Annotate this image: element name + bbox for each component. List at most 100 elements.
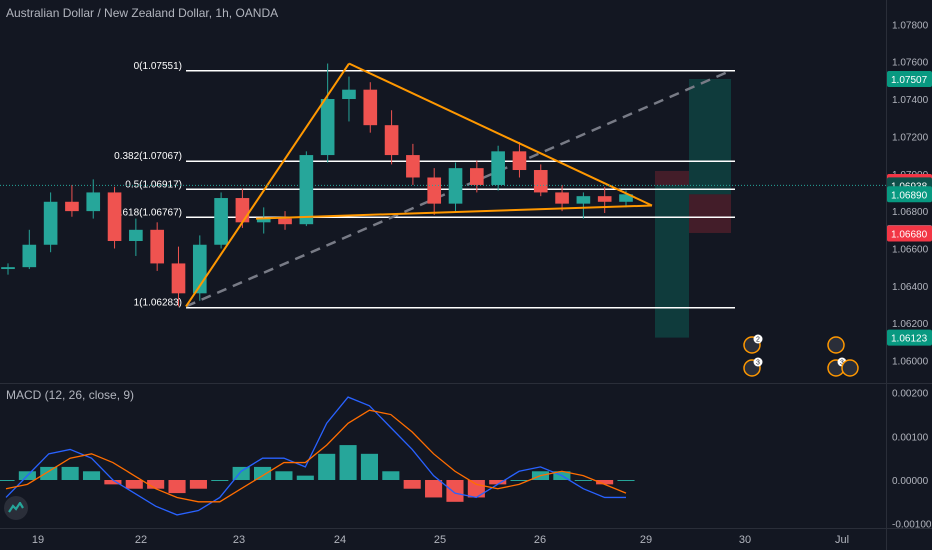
- price-axis-tick-3: 1.07200: [892, 132, 929, 143]
- candle-body: [107, 192, 122, 242]
- candle-body: [256, 218, 271, 223]
- candle-body: [363, 89, 378, 126]
- candle-body: [43, 201, 58, 245]
- candle-18: [384, 110, 399, 165]
- macd-histogram-bar-29: [617, 480, 635, 481]
- price-axis-tick-7: 1.06400: [892, 282, 929, 293]
- time-axis-tick-1: 22: [135, 534, 147, 546]
- time-axis-tick-0: 19: [32, 534, 44, 546]
- time-axis-tick-6: 29: [640, 534, 652, 546]
- support-trend-line: [255, 204, 653, 220]
- candle-body: [576, 196, 591, 204]
- candle-body: [533, 170, 548, 193]
- macd-histogram-bar-3: [61, 466, 79, 480]
- candle-3: [65, 184, 79, 217]
- price-label-3: 1.06890: [891, 190, 928, 201]
- candle-body: [214, 198, 228, 245]
- candle-27: [576, 192, 591, 219]
- price-label-5: 1.06680: [891, 230, 928, 241]
- candle-body: [171, 263, 186, 294]
- event-count-0: 2: [756, 337, 760, 344]
- candle-26: [555, 184, 569, 212]
- candle-body: [448, 168, 463, 204]
- price-axis-tick-6: 1.06600: [892, 244, 929, 255]
- macd-histogram-bar-20: [425, 480, 443, 498]
- candle-body: [512, 151, 527, 171]
- macd-histogram-bar-14: [296, 475, 314, 480]
- event-badge-0: 2: [743, 334, 763, 354]
- event-badge-1: 3: [743, 357, 763, 377]
- candle-6: [129, 218, 143, 256]
- candle-body: [235, 198, 250, 223]
- fib-level-label-2: 0.5(1.06917): [125, 179, 182, 190]
- long-stop-zone: [689, 194, 731, 233]
- candle-25: [533, 164, 548, 197]
- macd-histogram-bar-6: [125, 480, 143, 489]
- time-axis-tick-7: 30: [739, 534, 751, 546]
- candle-14: [299, 151, 314, 227]
- macd-histogram-bar-9: [189, 480, 207, 489]
- price-label-bg-3: [887, 186, 932, 203]
- price-label-bg-0: [887, 71, 932, 88]
- symbol-title: Australian Dollar / New Zealand Dollar, …: [6, 6, 279, 20]
- event-count-bg: [753, 357, 763, 367]
- macd-histogram-bar-2: [40, 466, 58, 480]
- time-axis-tick-4: 25: [434, 534, 446, 546]
- candle-body: [619, 194, 633, 202]
- macd-histogram-bar-22: [467, 480, 485, 498]
- macd-line: [5, 396, 626, 516]
- macd-axis-tick-0: 0.00200: [892, 389, 929, 400]
- macd-histogram-bar-23: [489, 480, 507, 485]
- short-stop-zone: [655, 170, 689, 186]
- candle-28: [597, 186, 612, 213]
- candle-17: [363, 82, 378, 133]
- price-axis-tick-8: 1.06200: [892, 319, 929, 330]
- macd-histogram-bar-7: [147, 480, 165, 489]
- macd-histogram-bar-18: [382, 471, 400, 480]
- candle-body: [1, 267, 15, 270]
- event-badge-extra-1: [841, 359, 859, 377]
- candle-13: [278, 211, 292, 230]
- macd-histogram-bar-13: [275, 471, 293, 480]
- price-label-6: 1.06123: [891, 334, 928, 345]
- event-badge-extra-0: [827, 336, 845, 354]
- candle-body: [150, 229, 164, 264]
- macd-histogram-bar-4: [82, 471, 101, 480]
- candle-10: [214, 192, 228, 249]
- short-target-zone: [655, 185, 689, 338]
- macd-indicator-title[interactable]: MACD (12, 26, close, 9): [6, 388, 135, 402]
- descending-trend-line: [348, 62, 653, 207]
- macd-axis-tick-3: -0.00100: [892, 520, 932, 531]
- macd-histogram-bar-17: [360, 453, 378, 480]
- candle-body: [86, 192, 101, 212]
- price-axis-tick-5: 1.06800: [892, 207, 929, 218]
- price-label-bg-5: [887, 225, 932, 242]
- long-target-zone: [689, 79, 731, 195]
- candle-7: [150, 222, 164, 271]
- candle-body: [470, 168, 484, 185]
- time-axis-tick-2: 23: [233, 534, 245, 546]
- candle-1: [22, 229, 37, 270]
- candle-body: [597, 196, 612, 202]
- macd-histogram-bar-5: [104, 480, 122, 485]
- time-axis-tick-3: 24: [334, 534, 346, 546]
- candle-8: [171, 246, 186, 307]
- price-axis-tick-0: 1.07800: [892, 20, 929, 31]
- candle-19: [406, 143, 420, 185]
- candle-21: [448, 162, 463, 212]
- fib-level-label-3: 0.618(1.06767): [114, 207, 182, 218]
- tradingview-logo-icon[interactable]: [4, 496, 28, 520]
- macd-histogram-bar-8: [168, 480, 186, 494]
- candle-body: [384, 125, 399, 156]
- price-label-0: 1.07507: [891, 75, 928, 86]
- signal-line: [5, 409, 627, 503]
- time-axis-tick-8: Jul: [835, 534, 849, 546]
- candle-5: [107, 186, 122, 249]
- candle-body: [555, 192, 569, 204]
- event-icon: [827, 336, 845, 354]
- price-axis-tick-2: 1.07400: [892, 95, 929, 106]
- candle-22: [470, 160, 484, 193]
- macd-histogram-bar-21: [446, 480, 464, 502]
- macd-axis-tick-2: 0.00000: [892, 476, 929, 487]
